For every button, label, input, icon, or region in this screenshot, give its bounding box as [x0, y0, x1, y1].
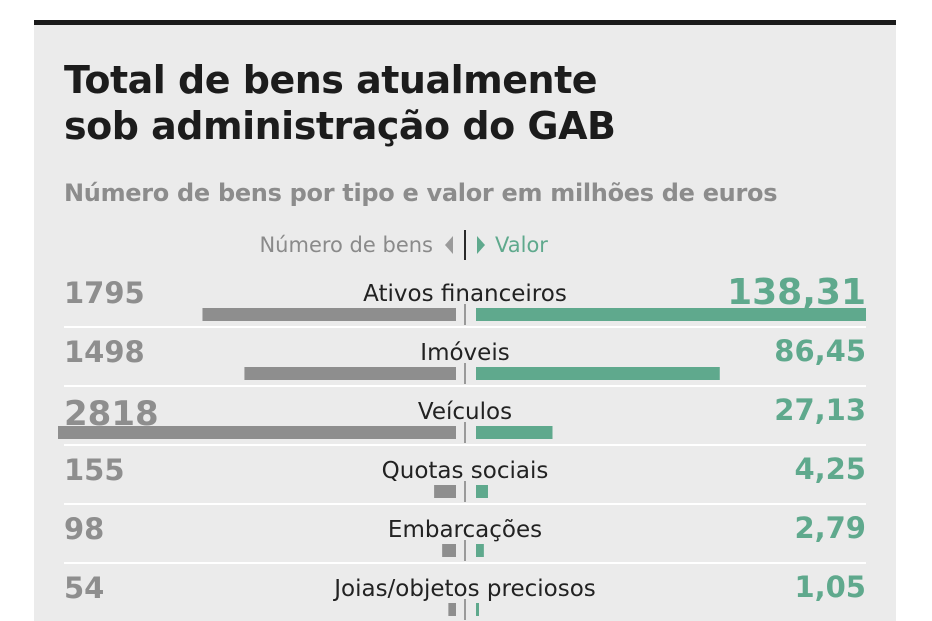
- left-arrow-icon: [445, 236, 453, 254]
- count-bar: [202, 308, 456, 321]
- category-label: Quotas sociais: [382, 458, 549, 484]
- header-divider: [464, 230, 466, 260]
- value-bar: [476, 426, 553, 439]
- count-bar: [442, 544, 456, 557]
- axis-tick: [464, 540, 466, 561]
- axis-tick: [464, 363, 466, 384]
- count-bar: [434, 485, 456, 498]
- axis-tick: [464, 599, 466, 620]
- value-bar: [476, 485, 488, 498]
- value-label: 2,79: [794, 511, 866, 545]
- right-header: Valor: [495, 233, 548, 257]
- left-header: Número de bens: [259, 233, 433, 257]
- category-label: Ativos financeiros: [363, 281, 567, 307]
- value-bar: [476, 603, 479, 616]
- axis-tick: [464, 422, 466, 443]
- title-line-2: sob administração do GAB: [64, 104, 616, 148]
- value-label: 4,25: [794, 452, 866, 486]
- count-label: 54: [64, 571, 104, 605]
- title-line-1: Total de bens atualmente: [64, 58, 598, 102]
- chart-subtitle: Número de bens por tipo e valor em milhõ…: [64, 179, 778, 207]
- chart-title: Total de bens atualmente sob administraç…: [64, 57, 824, 149]
- axis-tick: [464, 304, 466, 325]
- value-bar: [476, 544, 484, 557]
- value-label: 138,31: [727, 272, 866, 313]
- category-label: Embarcações: [388, 517, 542, 543]
- count-bar: [58, 426, 456, 439]
- count-label: 1795: [64, 276, 145, 310]
- axis-tick: [464, 481, 466, 502]
- count-label: 98: [64, 512, 104, 546]
- category-label: Joias/objetos preciosos: [332, 576, 596, 602]
- count-bar: [448, 603, 456, 616]
- count-label: 155: [64, 453, 125, 487]
- category-label: Imóveis: [420, 340, 509, 366]
- count-bar: [244, 367, 456, 380]
- category-label: Veículos: [418, 399, 512, 425]
- value-label: 86,45: [774, 334, 866, 368]
- value-label: 27,13: [774, 393, 866, 427]
- value-label: 1,05: [794, 570, 866, 604]
- count-label: 1498: [64, 335, 145, 369]
- right-arrow-icon: [477, 236, 485, 254]
- value-bar: [476, 367, 720, 380]
- value-bar: [476, 308, 866, 321]
